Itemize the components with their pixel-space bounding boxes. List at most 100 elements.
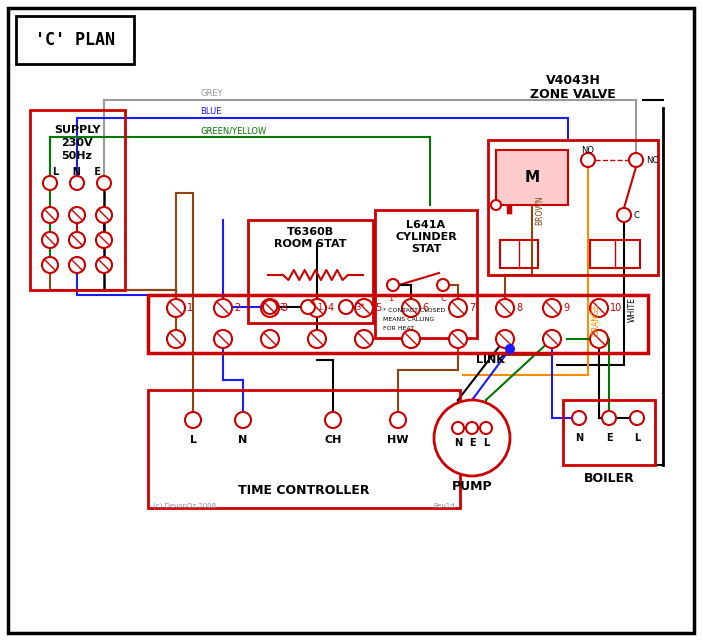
Text: N: N: [575, 433, 583, 443]
Circle shape: [581, 153, 595, 167]
Text: NO: NO: [581, 146, 595, 154]
Circle shape: [70, 176, 84, 190]
Circle shape: [42, 232, 58, 248]
Circle shape: [630, 411, 644, 425]
Bar: [30, 110, 125, 290]
Circle shape: [96, 232, 112, 248]
Text: 'C' PLAN: 'C' PLAN: [35, 31, 115, 49]
Circle shape: [42, 257, 58, 273]
Text: BROWN: BROWN: [535, 196, 544, 225]
Bar: [16, 16, 134, 64]
Text: Rev1d: Rev1d: [433, 503, 455, 509]
Circle shape: [543, 299, 561, 317]
Circle shape: [402, 299, 420, 317]
Text: 9: 9: [563, 303, 569, 313]
Text: ORANGE: ORANGE: [592, 304, 601, 337]
Text: 1*: 1*: [388, 294, 398, 303]
Text: 6: 6: [422, 303, 428, 313]
Text: CYLINDER: CYLINDER: [395, 232, 457, 242]
Circle shape: [185, 412, 201, 428]
Circle shape: [69, 207, 85, 223]
Text: PUMP: PUMP: [451, 481, 492, 494]
Circle shape: [339, 300, 353, 314]
Bar: [148, 295, 648, 353]
Text: STAT: STAT: [411, 244, 441, 254]
Circle shape: [167, 299, 185, 317]
Text: L641A: L641A: [406, 220, 446, 230]
Text: SUPPLY: SUPPLY: [54, 125, 100, 135]
Bar: [248, 220, 373, 323]
Circle shape: [43, 176, 57, 190]
Text: 8: 8: [516, 303, 522, 313]
Circle shape: [602, 411, 616, 425]
Text: ROOM STAT: ROOM STAT: [274, 239, 346, 249]
Circle shape: [69, 257, 85, 273]
Text: V4043H: V4043H: [545, 74, 600, 87]
Circle shape: [452, 422, 464, 434]
Circle shape: [301, 300, 315, 314]
Text: 2: 2: [279, 303, 284, 312]
Circle shape: [42, 207, 58, 223]
Text: FOR HEAT: FOR HEAT: [383, 326, 414, 331]
Bar: [590, 240, 640, 268]
Text: 7: 7: [469, 303, 475, 313]
Text: N: N: [239, 435, 248, 445]
Text: BLUE: BLUE: [200, 107, 222, 116]
Circle shape: [390, 412, 406, 428]
Text: WHITE: WHITE: [628, 297, 637, 322]
Text: L: L: [634, 433, 640, 443]
Text: 3*: 3*: [355, 303, 364, 312]
Text: 3: 3: [281, 303, 287, 313]
Circle shape: [434, 400, 510, 476]
Text: 10: 10: [610, 303, 622, 313]
Circle shape: [496, 330, 514, 348]
Bar: [375, 210, 477, 338]
Text: TIME CONTROLLER: TIME CONTROLLER: [238, 483, 370, 497]
Circle shape: [617, 208, 631, 222]
Text: GREY: GREY: [200, 89, 223, 98]
Text: L: L: [190, 435, 197, 445]
Text: CH: CH: [324, 435, 342, 445]
Circle shape: [590, 299, 608, 317]
Bar: [488, 140, 658, 275]
Circle shape: [261, 299, 279, 317]
Circle shape: [263, 300, 277, 314]
Text: HW: HW: [388, 435, 409, 445]
Text: 5: 5: [375, 303, 381, 313]
Text: 230V: 230V: [61, 138, 93, 148]
Circle shape: [167, 330, 185, 348]
Bar: [500, 240, 538, 268]
Circle shape: [572, 411, 586, 425]
Text: NC: NC: [646, 156, 658, 165]
Text: E: E: [606, 433, 612, 443]
Text: ZONE VALVE: ZONE VALVE: [530, 88, 616, 101]
Circle shape: [69, 232, 85, 248]
Text: N: N: [454, 438, 462, 448]
Text: GREEN/YELLOW: GREEN/YELLOW: [200, 126, 266, 135]
Text: 4: 4: [328, 303, 334, 313]
Text: 2: 2: [234, 303, 240, 313]
Circle shape: [96, 207, 112, 223]
Circle shape: [506, 345, 514, 353]
Circle shape: [308, 299, 326, 317]
Text: 1: 1: [317, 303, 322, 312]
Circle shape: [235, 412, 251, 428]
Text: MEANS CALLING: MEANS CALLING: [383, 317, 435, 322]
Text: C: C: [440, 294, 446, 303]
Circle shape: [387, 279, 399, 291]
Circle shape: [96, 257, 112, 273]
Text: * CONTACT CLOSED: * CONTACT CLOSED: [383, 308, 445, 313]
Circle shape: [355, 299, 373, 317]
Text: 1: 1: [187, 303, 193, 313]
Circle shape: [261, 330, 279, 348]
Circle shape: [590, 330, 608, 348]
Circle shape: [355, 330, 373, 348]
Circle shape: [437, 279, 449, 291]
Circle shape: [308, 330, 326, 348]
Circle shape: [449, 330, 467, 348]
Circle shape: [402, 330, 420, 348]
Text: C: C: [634, 210, 640, 219]
Circle shape: [480, 422, 492, 434]
Text: T6360B: T6360B: [286, 227, 333, 237]
Circle shape: [629, 153, 643, 167]
